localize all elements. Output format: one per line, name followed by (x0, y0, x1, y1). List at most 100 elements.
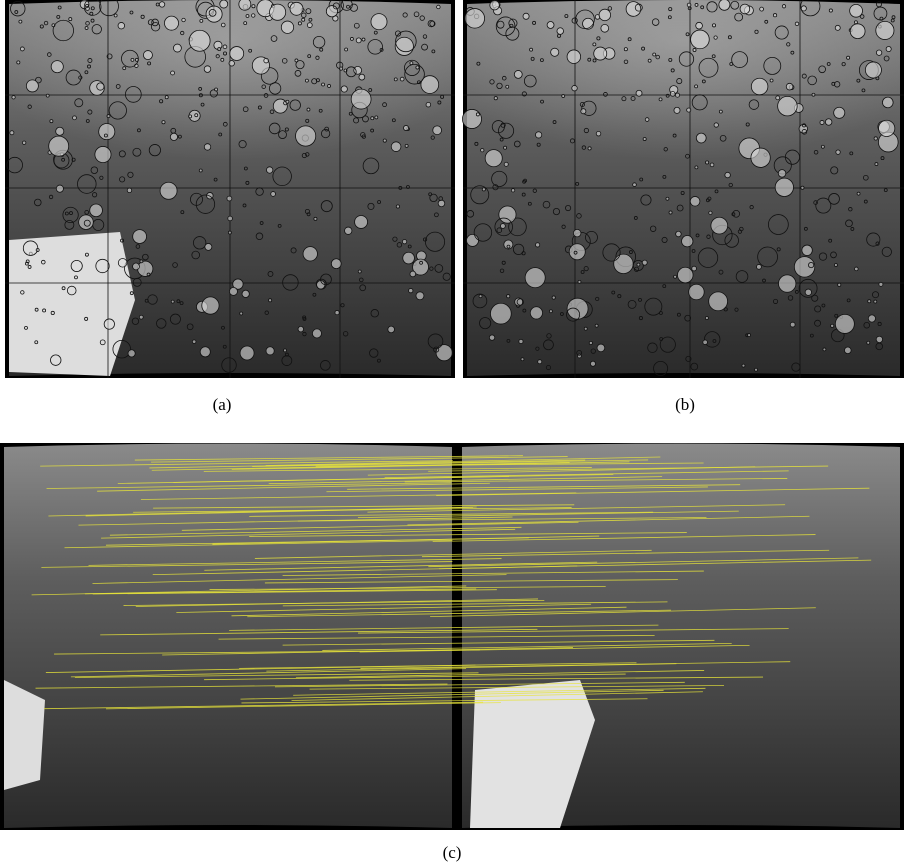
keypoint (821, 145, 824, 148)
keypoint (573, 229, 581, 237)
keypoint (56, 127, 64, 135)
keypoint (562, 95, 565, 98)
keypoint (801, 6, 806, 11)
keypoint (358, 270, 361, 273)
keypoint (530, 48, 533, 51)
keypoint (305, 79, 308, 82)
keypoint (659, 98, 662, 101)
keypoint (162, 121, 165, 124)
keypoint (371, 117, 374, 120)
keypoint (62, 287, 65, 290)
keypoint (345, 48, 348, 51)
keypoint (100, 340, 105, 345)
keypoint (189, 115, 192, 118)
keypoint (599, 9, 610, 20)
keypoint (535, 132, 541, 138)
keypoint (751, 78, 768, 95)
keypoint (195, 114, 198, 117)
keypoint (825, 119, 832, 126)
keypoint (303, 247, 317, 261)
keypoint (693, 48, 696, 51)
keypoint (823, 348, 826, 351)
keypoint (433, 126, 442, 135)
keypoint (669, 211, 672, 214)
keypoint (786, 83, 793, 90)
keypoint (805, 289, 811, 295)
keypoint (90, 204, 103, 217)
keypoint (703, 340, 708, 345)
keypoint (362, 38, 365, 41)
keypoint (530, 307, 542, 319)
keypoint (331, 259, 341, 269)
keypoint (118, 22, 125, 29)
keypoint (711, 217, 728, 234)
keypoint (834, 263, 837, 266)
keypoint (270, 4, 286, 20)
keypoint (286, 100, 289, 103)
keypoint (802, 245, 812, 255)
keypoint (511, 189, 514, 192)
keypoint (229, 61, 234, 66)
keypoint (549, 310, 552, 313)
keypoint (831, 324, 834, 327)
keypoint (189, 30, 210, 51)
keypoint (12, 96, 15, 99)
keypoint (223, 45, 227, 49)
keypoint (705, 317, 708, 320)
keypoint (865, 62, 881, 78)
keypoint (778, 170, 786, 178)
keypoint (482, 188, 485, 191)
keypoint (165, 96, 168, 99)
keypoint (500, 224, 505, 229)
keypoint (666, 197, 669, 200)
keypoint (687, 3, 691, 7)
keypoint (35, 308, 38, 311)
keypoint (589, 341, 592, 344)
keypoint (127, 188, 131, 192)
keypoint (504, 162, 508, 166)
keypoint (857, 192, 860, 195)
keypoint (170, 133, 177, 140)
keypoint (298, 22, 301, 25)
keypoint (49, 136, 69, 156)
keypoint (206, 6, 222, 22)
keypoint (773, 14, 776, 17)
keypoint (525, 268, 545, 288)
keypoint (538, 360, 542, 364)
keypoint (221, 58, 224, 61)
keypoint (633, 183, 637, 187)
keypoint (202, 297, 219, 314)
keypoint (395, 37, 413, 55)
keypoint (290, 2, 303, 15)
keypoint (835, 314, 854, 333)
keypoint (596, 131, 601, 136)
keypoint (17, 61, 20, 64)
keypoint (499, 206, 516, 223)
keypoint (844, 347, 851, 354)
keypoint (714, 123, 718, 127)
keypoint (551, 48, 559, 56)
keypoint (799, 125, 807, 133)
keypoint (485, 150, 502, 167)
keypoint (221, 23, 225, 27)
keypoint (244, 22, 247, 25)
keypoint (104, 319, 114, 329)
keypoint (691, 30, 710, 49)
keypoint (71, 260, 82, 271)
keypoint (218, 48, 221, 51)
keypoint (133, 263, 140, 270)
keypoint (283, 349, 286, 352)
keypoint (674, 275, 677, 278)
keypoint (160, 182, 177, 199)
keypoint (712, 24, 715, 27)
keypoint (583, 18, 594, 29)
keypoint (410, 62, 413, 65)
keypoint (51, 61, 63, 73)
keypoint (569, 244, 585, 260)
keypoint (674, 107, 680, 113)
keypoint (687, 108, 691, 112)
keypoint (240, 312, 243, 315)
keypoint (351, 89, 371, 109)
keypoint (479, 295, 482, 298)
keypoint (838, 283, 841, 286)
